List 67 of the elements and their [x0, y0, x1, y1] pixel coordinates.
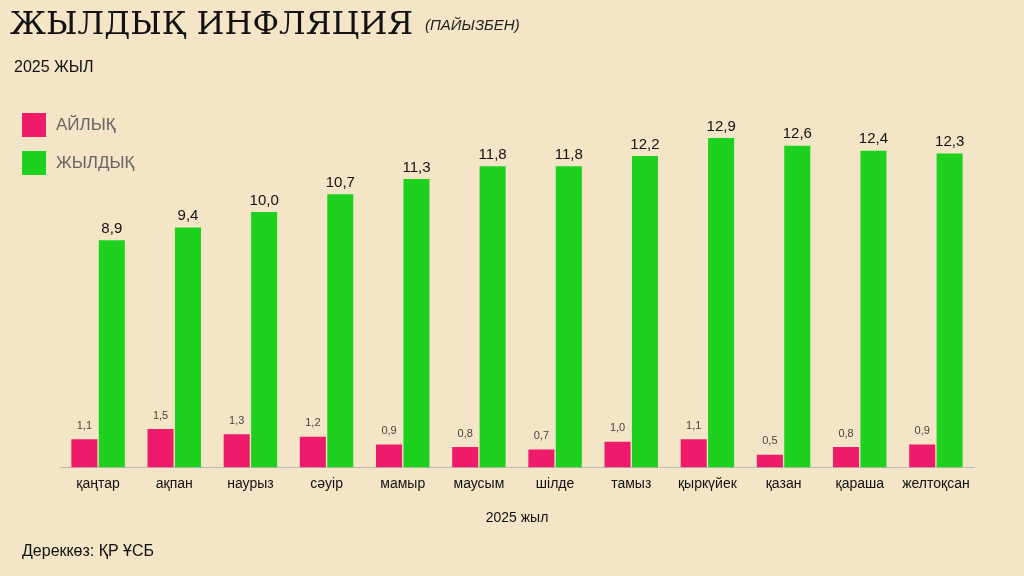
chart-subtitle: (ПАЙЫЗБЕН)	[425, 16, 520, 33]
data-label: 8,9	[101, 218, 123, 236]
x-tick-label: желтоқсан	[902, 474, 970, 491]
text: 2025 ЖЫЛ	[14, 58, 94, 76]
bar	[680, 439, 707, 468]
bar	[327, 194, 354, 468]
x-tick-label: сәуір	[310, 474, 344, 491]
bar	[452, 446, 479, 468]
chart-title: ЖЫЛДЫҚ ИНФЛЯЦИЯ	[10, 4, 414, 42]
legend-label: ЖЫЛДЫҚ	[56, 153, 135, 173]
bar	[147, 429, 174, 468]
bar	[708, 138, 735, 468]
x-tick-label: наурыз	[227, 474, 274, 491]
data-label: 1,3	[229, 413, 245, 426]
bar	[98, 240, 125, 468]
data-label: 1,1	[686, 418, 702, 431]
data-label: 0,7	[533, 429, 550, 442]
bar	[784, 145, 811, 468]
x-tick-label: қараша	[835, 474, 885, 491]
data-label: 0,8	[838, 426, 854, 439]
data-label: 12,3	[935, 132, 965, 150]
bar	[756, 454, 783, 468]
data-label: 0,5	[762, 434, 778, 447]
bar	[376, 444, 403, 468]
data-label: 12,4	[858, 129, 889, 147]
data-label: 0,9	[381, 423, 397, 436]
text: Дереккөз: ҚР ҰСБ	[22, 542, 155, 560]
data-label: 11,8	[554, 144, 583, 162]
bar	[403, 178, 430, 468]
data-label: 1,5	[152, 408, 169, 421]
bar	[631, 155, 658, 468]
data-label: 11,3	[402, 157, 431, 175]
bar	[71, 439, 98, 468]
data-label: 9,4	[177, 206, 199, 224]
bar	[604, 441, 631, 468]
data-label: 0,8	[457, 426, 473, 439]
bar	[555, 166, 582, 468]
bar	[251, 212, 278, 468]
bar	[528, 449, 555, 468]
data-label: 12,6	[782, 124, 812, 142]
x-tick-label: шілде	[535, 474, 575, 491]
x-tick-label: маусым	[453, 474, 505, 491]
data-label: 12,9	[706, 116, 736, 134]
data-label: 10,7	[325, 172, 355, 190]
x-tick-label: ақпан	[155, 474, 193, 491]
data-label: 0,9	[914, 423, 930, 436]
x-tick-label: қаңтар	[76, 474, 121, 491]
data-label: 12,2	[630, 134, 660, 152]
x-tick-label: қыркүйек	[677, 474, 738, 491]
bar	[860, 150, 887, 468]
x-tick-label: қазан	[765, 474, 802, 491]
bar	[479, 166, 506, 468]
x-tick-label: тамыз	[611, 474, 652, 491]
legend-label: АЙЛЫҚ	[56, 115, 116, 135]
bar	[299, 436, 326, 468]
x-tick-label: мамыр	[380, 474, 426, 491]
bar	[174, 227, 201, 468]
data-label: 11,8	[478, 144, 507, 162]
data-label: 1,2	[305, 416, 321, 429]
x-axis-title: 2025 жыл	[485, 509, 549, 526]
data-label: 1,1	[76, 418, 93, 431]
bar	[833, 446, 860, 468]
bar	[909, 444, 936, 468]
data-label: 1,0	[609, 421, 626, 434]
bar	[936, 153, 963, 468]
data-label: 10,0	[249, 190, 279, 208]
bar	[223, 434, 250, 468]
